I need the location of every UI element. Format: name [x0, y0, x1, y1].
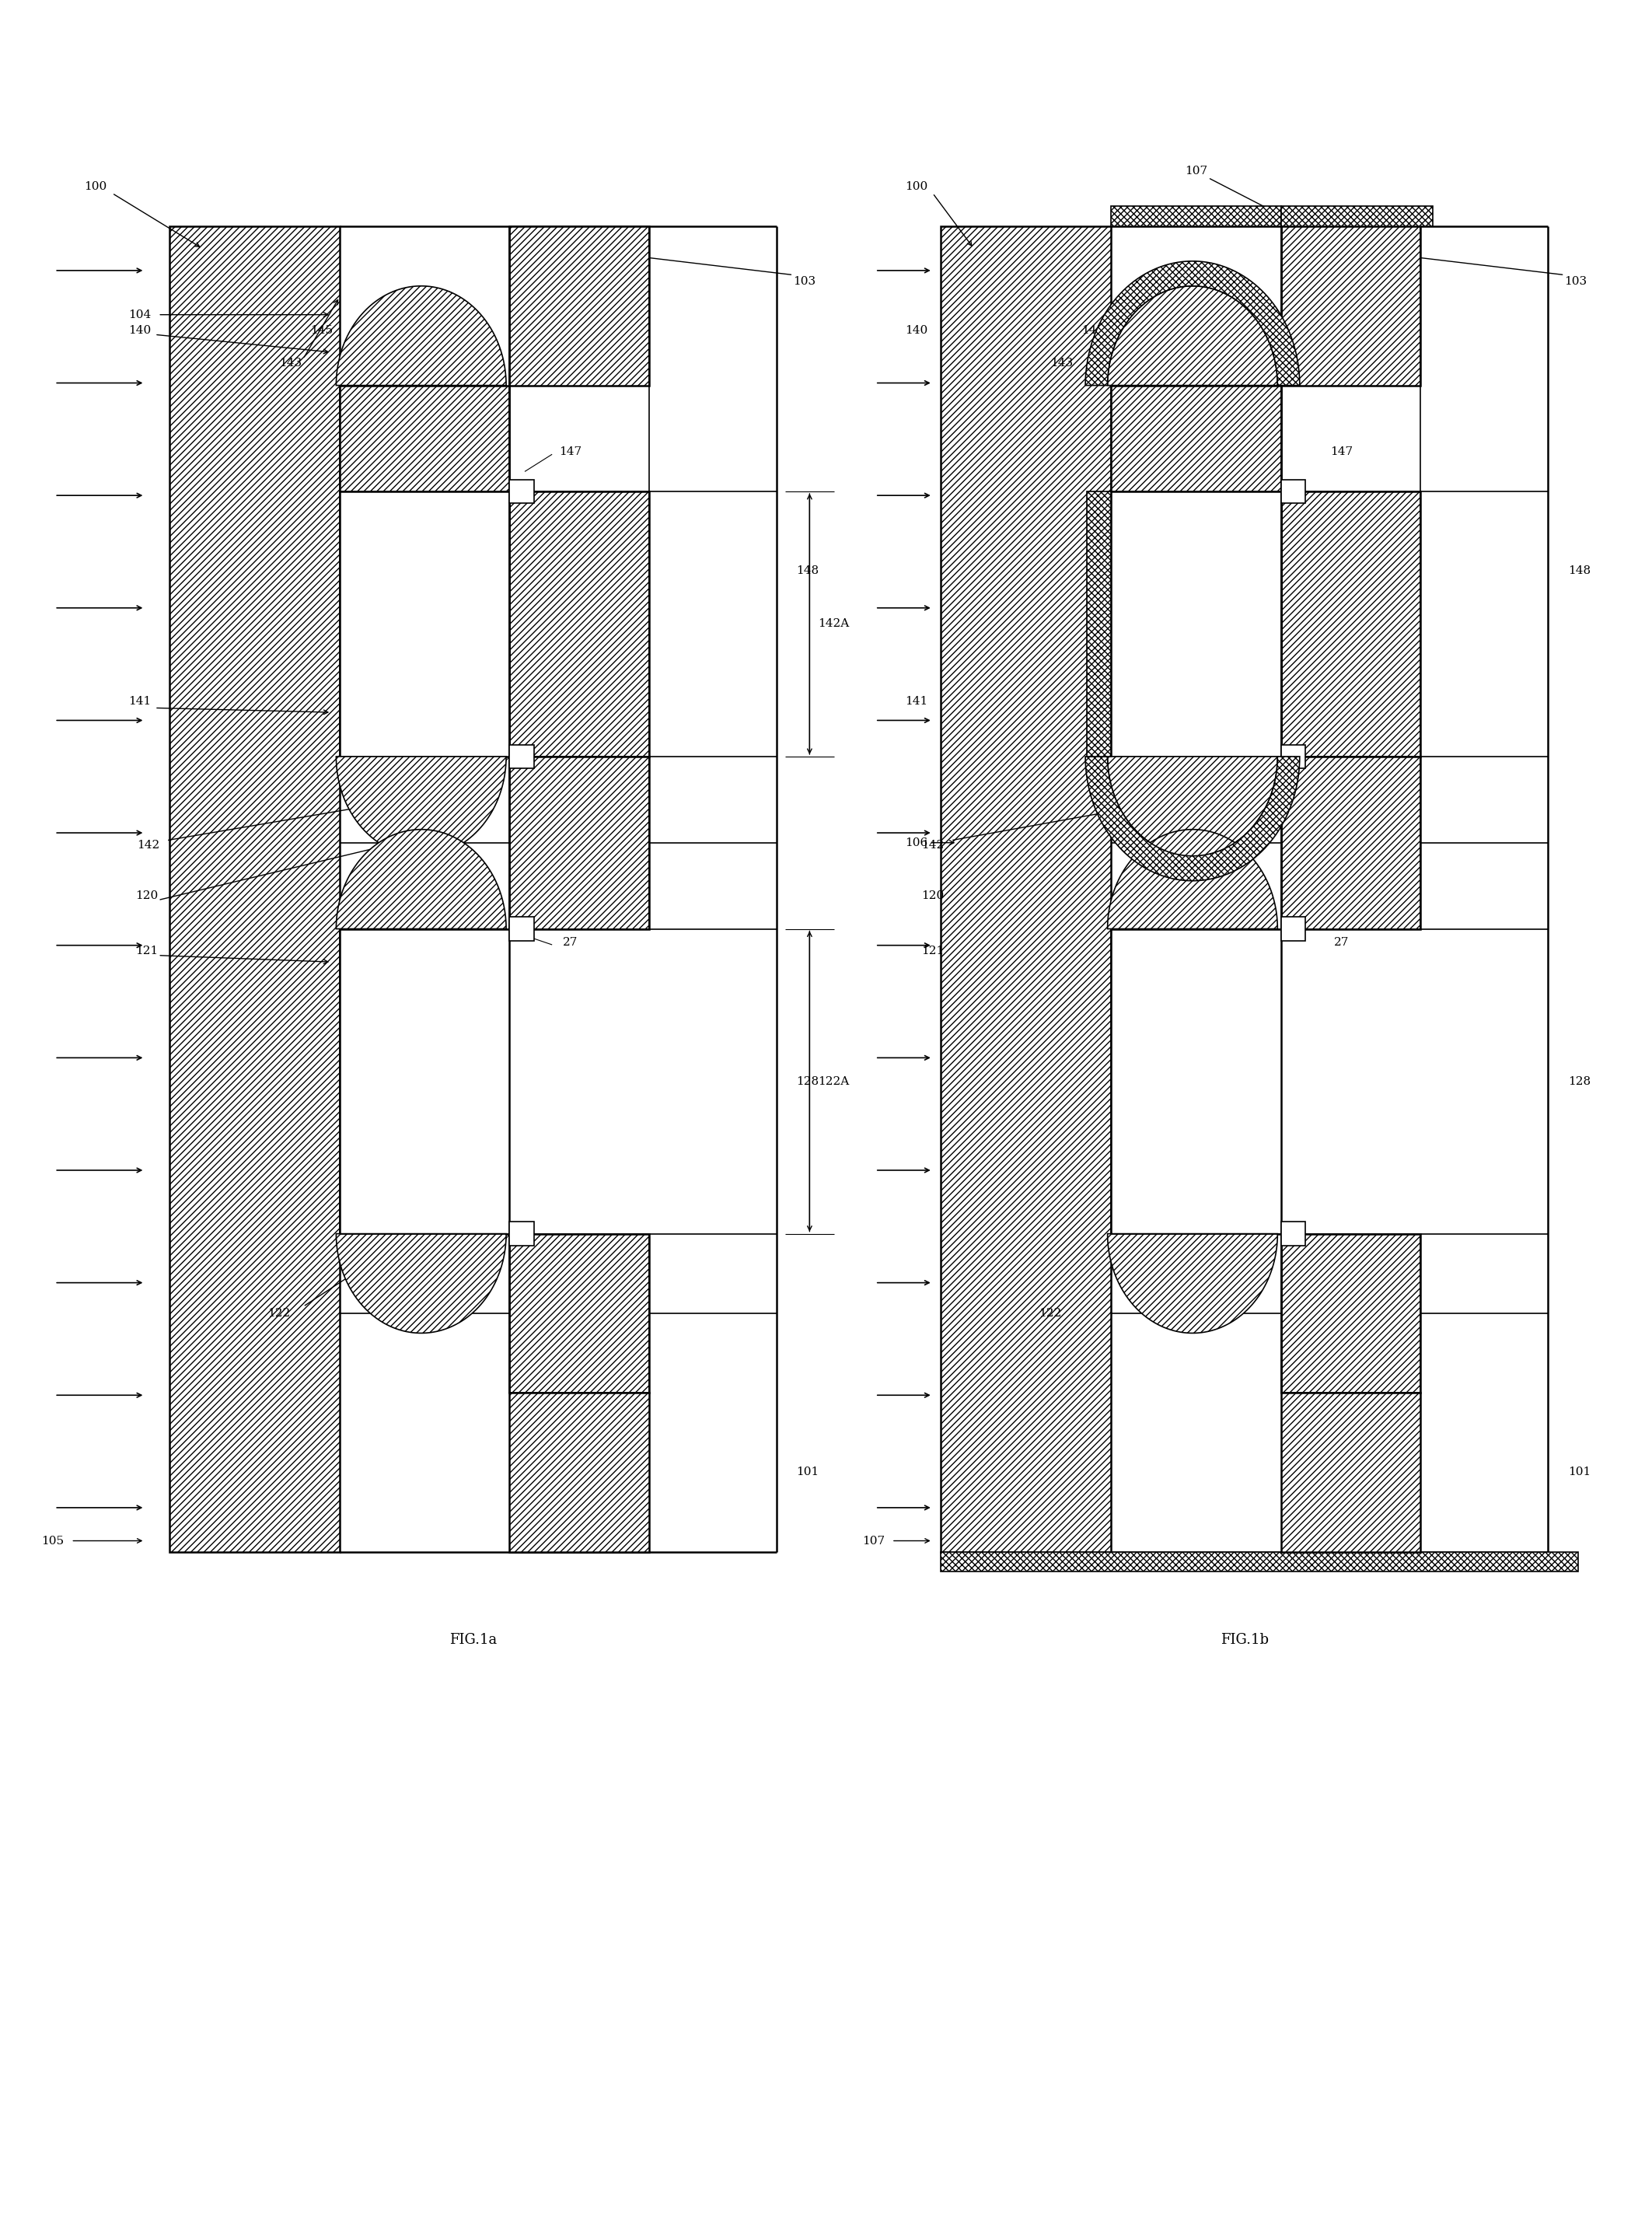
Polygon shape: [1107, 830, 1277, 928]
Text: 124: 124: [463, 1254, 484, 1265]
Bar: [1280, 206, 1432, 226]
Text: 122: 122: [1039, 1308, 1062, 1319]
Bar: [1280, 491, 1421, 757]
Text: 127: 127: [1330, 1281, 1353, 1292]
Text: 106: 106: [905, 837, 927, 848]
Bar: [340, 928, 509, 1234]
Text: 128: 128: [1568, 1077, 1591, 1088]
Bar: [1280, 1392, 1421, 1552]
Text: 145: 145: [1082, 324, 1104, 335]
Bar: [1280, 226, 1421, 386]
Text: 144: 144: [463, 466, 484, 477]
Text: 144: 144: [1232, 466, 1256, 477]
Polygon shape: [1107, 1234, 1277, 1332]
Text: 149: 149: [1227, 597, 1251, 608]
Text: 107: 107: [1184, 166, 1208, 178]
Text: 103: 103: [793, 275, 816, 286]
Text: FIG.1b: FIG.1b: [1221, 1634, 1269, 1647]
Text: 124: 124: [1232, 950, 1256, 961]
Text: 149: 149: [456, 597, 479, 608]
Bar: [1110, 206, 1280, 226]
Bar: [1280, 744, 1305, 768]
Text: 124: 124: [463, 950, 484, 961]
Text: 120: 120: [922, 890, 943, 901]
Text: 142A: 142A: [818, 619, 849, 630]
Text: 27: 27: [1335, 937, 1350, 948]
Text: 144: 144: [463, 770, 484, 781]
Text: 120: 120: [135, 890, 159, 901]
Text: 141: 141: [129, 695, 152, 706]
Text: 129: 129: [456, 1054, 479, 1066]
Bar: [340, 386, 509, 491]
Text: 147: 147: [1330, 446, 1353, 457]
Text: 141: 141: [905, 695, 927, 706]
Text: 146: 146: [388, 313, 411, 324]
Text: 101: 101: [1568, 1467, 1591, 1479]
Polygon shape: [1107, 286, 1277, 386]
Bar: [1110, 386, 1280, 491]
Bar: [1087, 491, 1110, 757]
Bar: [340, 491, 509, 757]
Text: 100: 100: [905, 182, 927, 191]
Text: 107: 107: [862, 1536, 885, 1547]
Text: 143: 143: [279, 357, 301, 369]
Text: 142: 142: [922, 839, 943, 850]
Text: 123: 123: [358, 875, 382, 886]
Text: 121: 121: [135, 946, 159, 957]
Bar: [509, 1221, 534, 1245]
Text: 104: 104: [129, 309, 152, 320]
Bar: [1110, 928, 1280, 1234]
Text: 105: 105: [41, 1536, 64, 1547]
Polygon shape: [1107, 757, 1277, 857]
Bar: [509, 917, 534, 941]
Bar: [1280, 480, 1305, 504]
Text: 124: 124: [1232, 1254, 1256, 1265]
Text: 101: 101: [796, 1467, 819, 1479]
Bar: [1280, 757, 1421, 928]
Bar: [509, 1234, 649, 1392]
Text: 123: 123: [1130, 875, 1153, 886]
Text: 144: 144: [1232, 770, 1256, 781]
Bar: [509, 1392, 649, 1552]
Text: 148: 148: [796, 566, 819, 577]
Text: 147: 147: [558, 446, 582, 457]
Text: FIG.1a: FIG.1a: [449, 1634, 497, 1647]
Text: 100: 100: [84, 182, 107, 191]
Text: 147: 147: [558, 790, 582, 801]
Text: 140: 140: [129, 324, 152, 335]
Polygon shape: [1085, 262, 1300, 386]
Bar: [509, 744, 534, 768]
Bar: [509, 757, 649, 928]
Polygon shape: [335, 286, 506, 386]
Bar: [942, 226, 1110, 1552]
Bar: [509, 491, 649, 757]
Text: 103: 103: [1564, 275, 1588, 286]
Bar: [509, 226, 649, 386]
Bar: [509, 480, 534, 504]
Polygon shape: [1085, 757, 1300, 881]
Text: 148: 148: [1568, 566, 1591, 577]
Bar: [942, 1552, 1579, 1572]
Text: 147: 147: [1330, 790, 1353, 801]
Text: 146: 146: [1160, 313, 1183, 324]
Text: 142: 142: [137, 839, 160, 850]
Text: 128: 128: [796, 1077, 819, 1088]
Text: 27: 27: [563, 937, 578, 948]
Text: 143: 143: [1051, 357, 1072, 369]
Text: 122A: 122A: [818, 1077, 849, 1088]
Text: 122: 122: [268, 1308, 291, 1319]
Bar: [1280, 1234, 1421, 1392]
Polygon shape: [335, 830, 506, 928]
Text: 129: 129: [1227, 1054, 1251, 1066]
Polygon shape: [335, 757, 506, 857]
Text: 127: 127: [558, 1281, 582, 1292]
Bar: [170, 226, 340, 1552]
Polygon shape: [335, 1234, 506, 1332]
Text: 140: 140: [905, 324, 927, 335]
Bar: [1280, 1221, 1305, 1245]
Bar: [1110, 491, 1280, 757]
Text: 145: 145: [311, 324, 332, 335]
Text: 121: 121: [922, 946, 943, 957]
Bar: [1280, 917, 1305, 941]
